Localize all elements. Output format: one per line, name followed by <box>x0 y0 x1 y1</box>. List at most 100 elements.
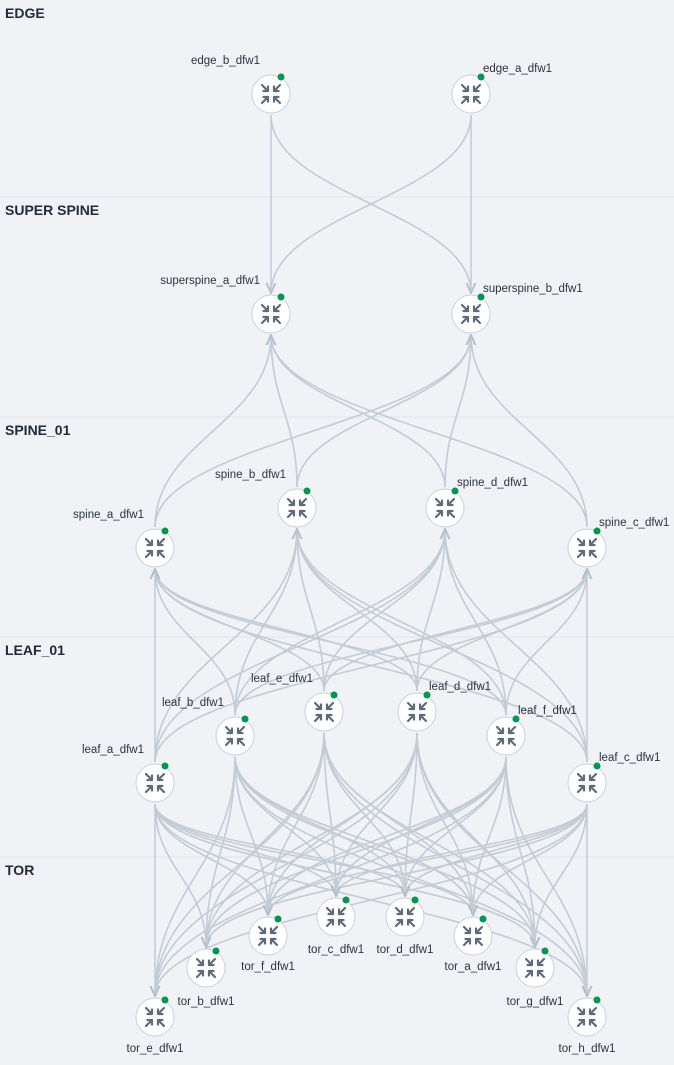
link <box>271 114 472 293</box>
node-label: leaf_f_dfw1 <box>518 705 577 717</box>
link <box>323 732 587 996</box>
link <box>416 732 473 915</box>
node-icon-arrow <box>406 701 416 711</box>
node-icon-arrow <box>588 772 598 782</box>
node <box>248 915 288 956</box>
node-icon-arrow <box>260 83 270 93</box>
link <box>405 756 507 896</box>
node-label: tor_a_dfw1 <box>445 961 502 973</box>
link <box>154 803 268 915</box>
node-icon-arrow <box>325 701 335 711</box>
node-icon-arrow <box>536 957 546 967</box>
node-icon-arrow <box>460 95 470 105</box>
link <box>268 803 588 915</box>
node <box>567 762 607 803</box>
link <box>271 335 588 528</box>
node-icon-arrow <box>394 918 404 928</box>
node-label: tor_d_dfw1 <box>377 944 434 956</box>
layer-title: SPINE_01 <box>5 422 71 438</box>
node-icon-arrow <box>576 772 586 782</box>
node-circle <box>186 948 226 988</box>
node-label: superspine_b_dfw1 <box>483 283 583 295</box>
node-icon-arrow <box>257 925 267 935</box>
layer-title: LEAF_01 <box>5 642 65 658</box>
node-icon-arrow <box>337 906 347 916</box>
link <box>234 756 587 996</box>
status-dot <box>593 996 601 1004</box>
link <box>297 529 325 692</box>
link <box>505 569 587 716</box>
node-icon-arrow <box>460 315 470 325</box>
status-dot <box>423 691 431 699</box>
node-icon-arrow <box>156 537 166 547</box>
node-icon-arrow <box>536 969 546 979</box>
node-icon-arrow <box>298 497 308 507</box>
link <box>155 756 507 996</box>
node-icon-arrow <box>474 925 484 935</box>
node-circle <box>515 948 555 988</box>
node-circle <box>135 997 175 1037</box>
node-circle <box>453 916 493 956</box>
node-icon-arrow <box>144 772 154 782</box>
link <box>323 732 535 947</box>
node-label: spine_d_dfw1 <box>457 477 528 489</box>
status-dot <box>342 896 350 904</box>
node-circle <box>451 74 491 114</box>
link <box>336 803 588 896</box>
link <box>155 803 588 996</box>
node-icon-arrow <box>260 95 270 105</box>
node <box>453 915 493 956</box>
node-icon-arrow <box>144 784 154 794</box>
status-dot <box>241 715 249 723</box>
node-icon-arrow <box>286 497 296 507</box>
status-dot <box>512 715 520 723</box>
node-icon-arrow <box>576 1018 586 1028</box>
link <box>154 803 535 947</box>
node-circle <box>248 916 288 956</box>
status-dot <box>593 762 601 770</box>
link <box>154 803 473 915</box>
node-circle <box>567 997 607 1037</box>
link <box>416 569 587 692</box>
node-label: leaf_c_dfw1 <box>599 752 660 764</box>
status-dot <box>212 947 220 955</box>
link <box>471 335 588 528</box>
node <box>186 947 226 988</box>
node-icon-arrow <box>325 918 335 928</box>
node-label: leaf_e_dfw1 <box>251 673 313 685</box>
node-icon-arrow <box>156 549 166 559</box>
node-icon-arrow <box>507 737 517 747</box>
node-icon-arrow <box>472 303 482 313</box>
status-dot <box>277 293 285 301</box>
node-icon-arrow <box>313 713 323 723</box>
status-dot <box>161 996 169 1004</box>
status-dot <box>477 73 485 81</box>
node-icon-arrow <box>472 83 482 93</box>
node-circle <box>251 294 291 334</box>
node-label: edge_b_dfw1 <box>191 55 260 67</box>
node-icon-arrow <box>588 537 598 547</box>
node-icon-arrow <box>144 549 154 559</box>
link <box>268 732 325 915</box>
node-icon-arrow <box>434 509 444 519</box>
link <box>323 569 587 692</box>
node <box>135 527 175 568</box>
status-dot <box>479 915 487 923</box>
node-circle <box>277 488 317 528</box>
node-icon-arrow <box>269 937 279 947</box>
node-icon-arrow <box>460 83 470 93</box>
node-icon-arrow <box>156 772 166 782</box>
link <box>206 756 236 947</box>
node <box>451 73 491 114</box>
status-dot <box>593 527 601 535</box>
link <box>444 335 471 488</box>
link <box>535 803 588 947</box>
node-icon-arrow <box>576 1006 586 1016</box>
status-dot <box>451 487 459 495</box>
node-icon-arrow <box>576 784 586 794</box>
node-icon-arrow <box>462 925 472 935</box>
node <box>385 896 425 937</box>
node-circle <box>385 897 425 937</box>
link <box>445 529 588 763</box>
node-label: leaf_b_dfw1 <box>162 697 224 709</box>
